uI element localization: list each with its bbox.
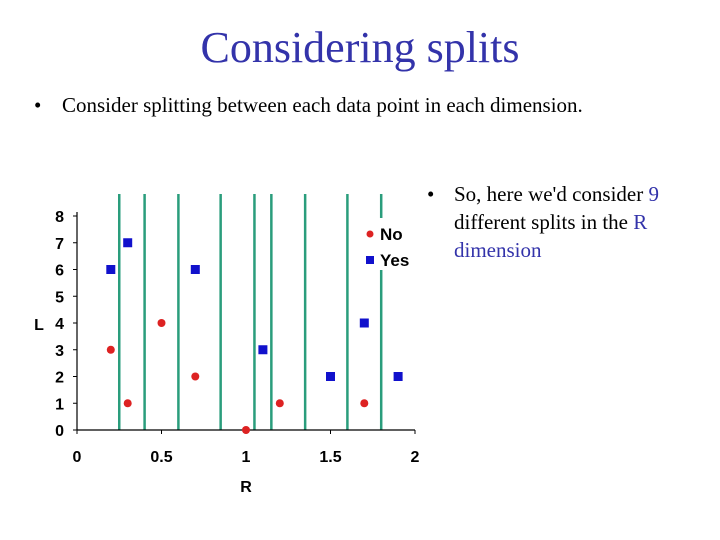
y-tick-label: 2 (55, 370, 64, 387)
scatter-chart: 0 1 2 3 4 5 6 7 8 0 0.5 1 1.5 2 L R No Yes (34, 194, 420, 496)
data-point-no (106, 345, 115, 354)
bullet-nine-splits: • So, here we'd consider 9 different spl… (427, 180, 697, 264)
text-part: different splits in the (454, 210, 634, 234)
text-part: dimension (454, 238, 542, 262)
x-tick-label: 0 (73, 449, 82, 466)
y-tick-label: 1 (55, 396, 64, 413)
data-point-no (191, 372, 200, 381)
x-tick-label: 1.5 (319, 449, 341, 466)
legend-marker-yes (366, 256, 374, 264)
x-tick-label: 1 (242, 449, 251, 466)
data-point-no (242, 426, 250, 434)
split-count: 9 (648, 182, 659, 206)
bullet-text: Consider splitting between each data poi… (62, 93, 583, 117)
bullet-marker: • (34, 93, 42, 117)
x-tick-label: 2 (411, 449, 420, 466)
legend-label: Yes (380, 251, 409, 270)
x-tick-label: 0.5 (150, 449, 172, 466)
text-part: So, here we'd consider (454, 182, 649, 206)
y-tick-label: 5 (55, 289, 64, 306)
bullet-consider-splitting: • Consider splitting between each data po… (34, 92, 583, 118)
data-point-yes (393, 372, 403, 381)
y-tick-label: 7 (55, 236, 64, 253)
bullet-text: So, here we'd consider 9 different split… (427, 180, 697, 264)
bullet-marker: • (427, 182, 435, 206)
data-point-no (275, 399, 284, 408)
data-point-yes (106, 265, 116, 274)
data-point-yes (326, 372, 335, 381)
dimension-name: R (633, 210, 648, 234)
x-axis-label: R (240, 479, 252, 496)
y-tick-label: 6 (55, 263, 64, 280)
data-point-yes (123, 238, 133, 248)
y-tick-label: 0 (55, 423, 64, 440)
data-point-no (123, 399, 132, 408)
legend-label: No (380, 225, 403, 244)
y-axis-label: L (34, 317, 44, 334)
legend-box (354, 218, 412, 270)
y-tick-label: 4 (55, 316, 64, 333)
data-point-yes (190, 265, 200, 274)
data-point-no (157, 319, 166, 327)
data-point-yes (258, 345, 268, 355)
data-point-no (360, 399, 369, 408)
legend-marker-no (366, 230, 374, 238)
slide-title: Considering splits (200, 23, 520, 72)
data-point-yes (359, 318, 369, 328)
y-tick-label: 3 (55, 343, 64, 360)
y-tick-label: 8 (55, 209, 64, 226)
